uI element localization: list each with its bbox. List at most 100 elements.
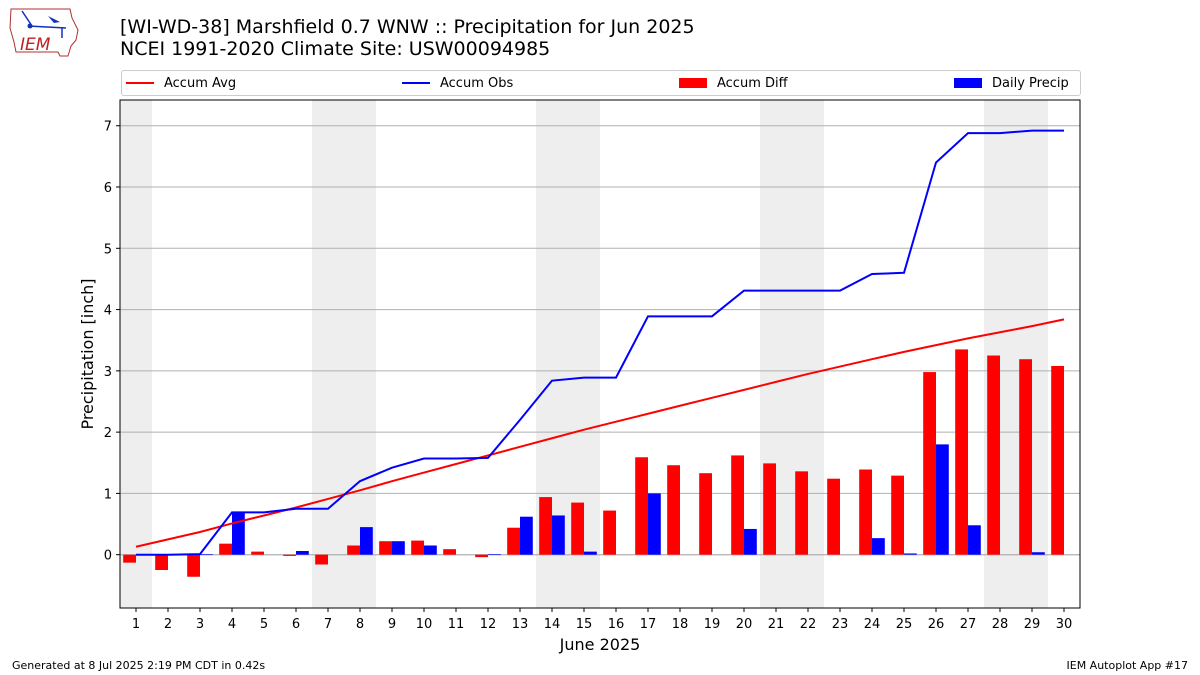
accum-diff-bar: [763, 463, 776, 555]
legend-swatch: [679, 78, 707, 88]
x-tick-label: 6: [292, 617, 300, 632]
daily-precip-bar: [968, 525, 981, 555]
title-line-1: [WI-WD-38] Marshfield 0.7 WNW :: Precipi…: [120, 16, 695, 38]
x-tick-label: 15: [576, 617, 593, 632]
daily-precip-bar: [296, 551, 309, 555]
x-tick-label: 2: [164, 617, 172, 632]
accum-diff-bar: [827, 478, 840, 555]
daily-precip-bar: [424, 545, 437, 555]
logo-text: IEM: [20, 35, 51, 55]
accum-diff-bar: [347, 545, 360, 555]
weekend-shade: [312, 100, 344, 608]
accum-diff-bar: [603, 510, 616, 555]
x-tick-label: 10: [416, 617, 433, 632]
daily-precip-bar: [648, 493, 661, 555]
footer-generated: Generated at 8 Jul 2025 2:19 PM CDT in 0…: [12, 659, 266, 672]
daily-precip-bar: [744, 528, 757, 555]
accum-diff-bar: [187, 554, 200, 577]
legend-label: Accum Diff: [717, 75, 788, 91]
x-tick-label: 16: [608, 617, 625, 632]
x-tick-label: 29: [1024, 617, 1041, 632]
x-tick-label: 19: [704, 617, 721, 632]
accum-diff-bar: [795, 471, 808, 555]
daily-precip-bar: [520, 516, 533, 555]
x-tick-label: 8: [356, 617, 364, 632]
legend-item-accum-diff: Accum Diff: [679, 71, 788, 95]
x-tick-label: 7: [324, 617, 332, 632]
y-tick-label: 3: [104, 365, 112, 380]
x-tick-label: 12: [480, 617, 497, 632]
legend-label: Accum Avg: [164, 75, 237, 91]
x-tick-label: 14: [544, 617, 561, 632]
grid-lines: [120, 125, 1080, 556]
daily-precip-bar: [488, 554, 501, 555]
accum-diff-bar: [955, 349, 968, 555]
daily-precip-bar: [904, 553, 917, 555]
legend-label: Daily Precip: [992, 75, 1069, 91]
x-tick-label: 3: [196, 617, 204, 632]
weekend-shade: [344, 100, 376, 608]
x-tick-label: 9: [388, 617, 396, 632]
legend-item-daily-precip: Daily Precip: [954, 71, 1069, 95]
x-tick-label: 30: [1056, 617, 1073, 632]
x-tick-label: 25: [896, 617, 913, 632]
x-tick-label: 5: [260, 617, 268, 632]
accum-diff-bar: [251, 551, 264, 555]
y-tick-label: 5: [104, 242, 112, 257]
x-tick-label: 1: [132, 617, 140, 632]
x-tick-label: 23: [832, 617, 849, 632]
bar-series: [123, 349, 1064, 577]
accum-diff-bar: [475, 554, 488, 558]
y-axis-label: Precipitation [inch]: [78, 278, 97, 429]
x-tick-label: 11: [448, 617, 465, 632]
y-tick-label: 1: [104, 487, 112, 502]
plot-frame: [119, 99, 1081, 609]
legend-swatch: [126, 82, 154, 84]
daily-precip-bar: [392, 541, 405, 555]
x-tick-label: 17: [640, 617, 657, 632]
accum-diff-bar: [987, 355, 1000, 555]
x-tick-label: 20: [736, 617, 753, 632]
daily-precip-bar: [872, 538, 885, 555]
title-line-2: NCEI 1991-2020 Climate Site: USW00094985: [120, 38, 551, 60]
legend-label: Accum Obs: [440, 75, 514, 91]
weekend-shade: [120, 100, 152, 608]
accum-diff-bar: [155, 554, 168, 571]
daily-precip-bar: [936, 444, 949, 555]
x-tick-label: 28: [992, 617, 1009, 632]
accum-diff-bar: [123, 554, 136, 563]
accum-diff-bar: [219, 543, 232, 555]
x-tick-label: 22: [800, 617, 817, 632]
legend-item-accum-obs: Accum Obs: [402, 71, 513, 95]
accum-diff-bar: [315, 554, 328, 565]
line-series: [135, 129, 1065, 556]
iem-logo: IEM: [8, 6, 82, 60]
x-tick-label: 18: [672, 617, 689, 632]
accum-diff-bar: [667, 465, 680, 555]
accum-diff-bar: [411, 540, 424, 555]
accum-diff-bar: [1051, 365, 1064, 555]
y-tick-label: 6: [104, 181, 112, 196]
x-tick-label: 26: [928, 617, 945, 632]
accum-diff-bar: [635, 457, 648, 555]
legend-item-accum-avg: Accum Avg: [126, 71, 236, 95]
accum-diff-bar: [891, 475, 904, 555]
footer-app: IEM Autoplot App #17: [1066, 659, 1189, 672]
accum-diff-bar: [443, 549, 456, 555]
y-tick-label: 7: [104, 120, 112, 135]
accum-diff-bar: [699, 473, 712, 555]
accum-diff-bar: [923, 372, 936, 555]
x-tick-label: 27: [960, 617, 977, 632]
x-tick-label: 13: [512, 617, 529, 632]
accum-diff-bar: [571, 502, 584, 555]
x-tick-label: 24: [864, 617, 881, 632]
y-tick-label: 4: [104, 304, 112, 319]
legend-swatch: [402, 82, 430, 84]
accum-diff-bar: [731, 455, 744, 555]
accum-diff-bar: [379, 541, 392, 555]
y-tick-label: 0: [104, 549, 112, 564]
daily-precip-bar: [232, 513, 245, 555]
accum-diff-bar: [859, 469, 872, 555]
